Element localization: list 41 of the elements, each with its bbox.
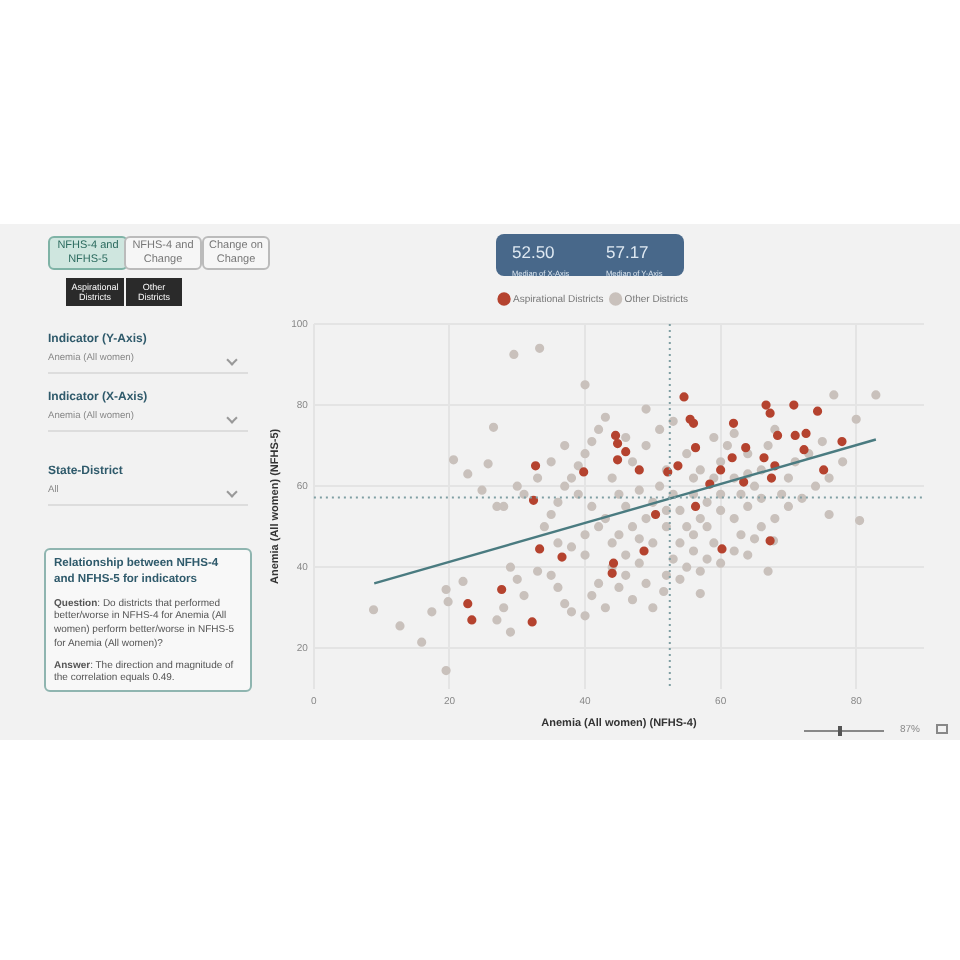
text: 57.17 bbox=[604, 240, 651, 266]
point bbox=[535, 544, 545, 554]
point bbox=[673, 461, 683, 471]
point bbox=[837, 436, 847, 447]
point bbox=[610, 430, 621, 441]
point bbox=[819, 465, 829, 475]
point bbox=[679, 392, 689, 402]
point bbox=[761, 400, 771, 410]
point bbox=[728, 418, 739, 428]
text: 52.50 bbox=[510, 240, 557, 266]
point bbox=[717, 544, 727, 554]
point bbox=[690, 443, 701, 453]
point bbox=[766, 473, 777, 483]
point bbox=[739, 477, 749, 487]
point bbox=[812, 406, 823, 416]
point bbox=[607, 568, 617, 578]
point bbox=[497, 584, 507, 595]
point bbox=[772, 430, 783, 441]
point bbox=[621, 447, 631, 457]
point bbox=[801, 428, 811, 439]
point bbox=[639, 546, 649, 556]
point bbox=[727, 453, 737, 463]
point bbox=[741, 443, 751, 453]
point bbox=[467, 615, 477, 625]
point bbox=[527, 617, 537, 627]
point bbox=[528, 495, 539, 505]
point bbox=[612, 455, 623, 465]
point bbox=[799, 445, 809, 455]
point bbox=[789, 400, 799, 410]
point bbox=[634, 465, 644, 475]
point bbox=[790, 430, 800, 441]
point bbox=[759, 453, 769, 463]
point bbox=[650, 509, 661, 520]
point bbox=[530, 461, 541, 471]
point bbox=[612, 438, 623, 449]
point bbox=[716, 465, 726, 475]
point bbox=[463, 599, 473, 609]
point bbox=[690, 501, 701, 511]
point bbox=[765, 408, 775, 418]
point bbox=[579, 467, 589, 477]
point bbox=[557, 552, 567, 562]
